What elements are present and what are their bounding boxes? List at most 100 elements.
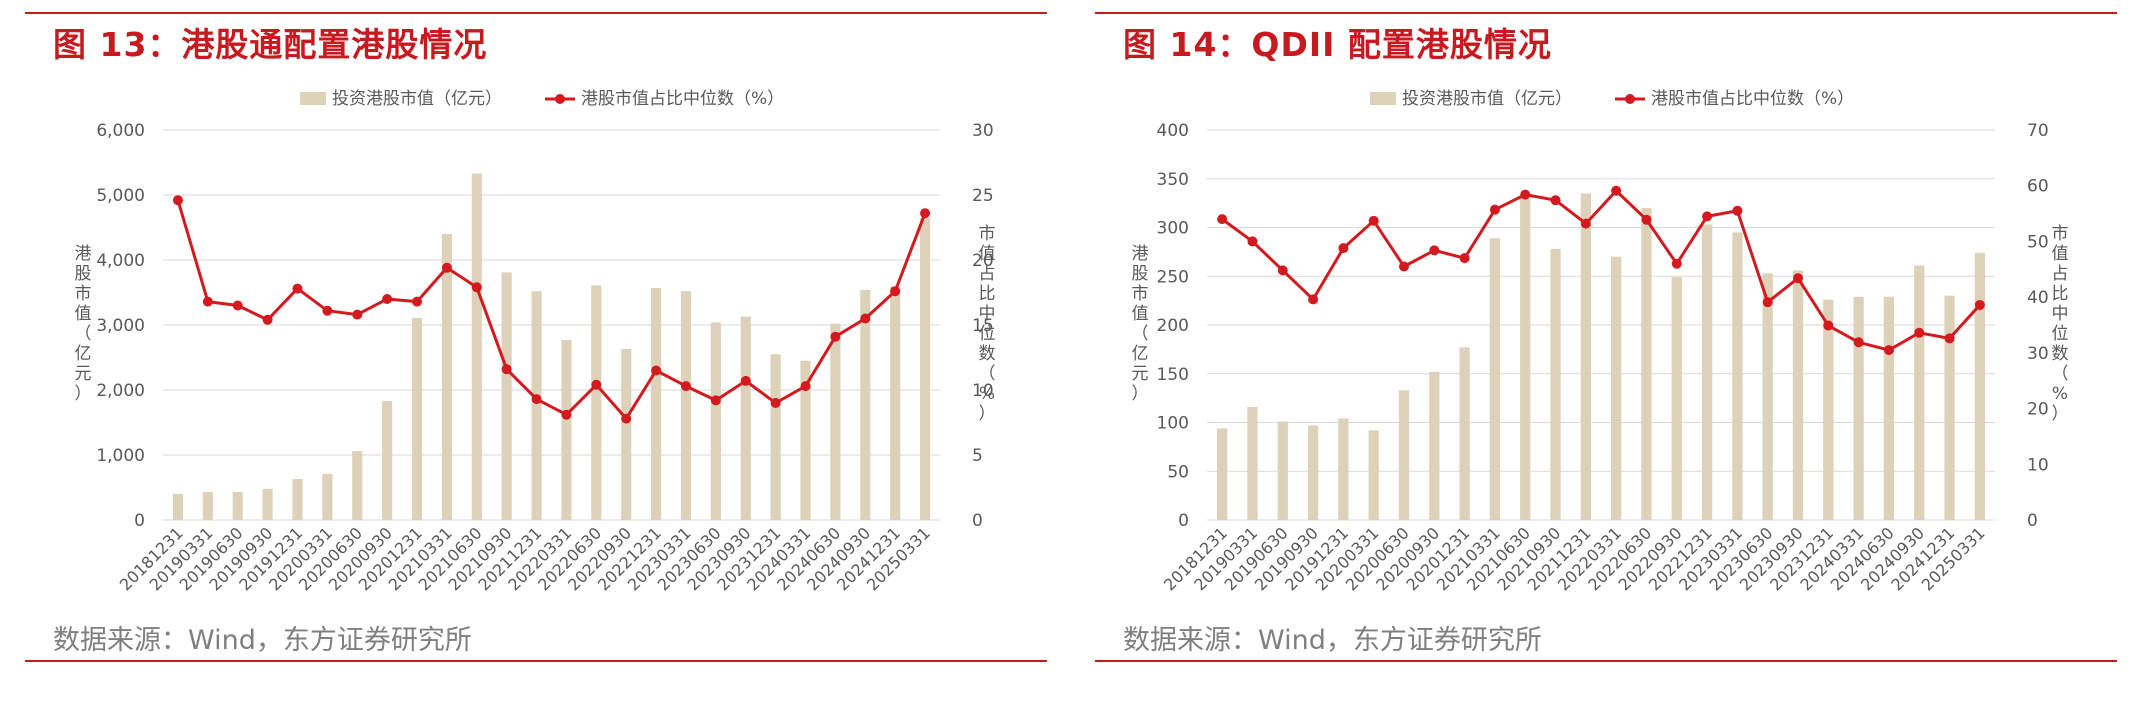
y2-tick-label: 0 — [2027, 511, 2038, 531]
legend-label-line: 港股市值占比中位数（%） — [1651, 89, 1854, 109]
bar — [1944, 295, 1955, 520]
y2-axis-title-char: ） — [979, 404, 996, 424]
line-point — [471, 282, 482, 293]
bar — [860, 289, 871, 520]
line-point — [591, 379, 602, 390]
line-point — [1702, 211, 1713, 222]
y-axis-title-char: 港 — [1132, 244, 1149, 264]
y2-axis-title-char: 位 — [2052, 324, 2069, 344]
line-point — [621, 413, 632, 424]
line-point — [561, 409, 572, 420]
line-point — [322, 305, 333, 316]
y2-tick-label: 70 — [2027, 121, 2049, 141]
bar — [1883, 296, 1895, 520]
y2-tick-label: 40 — [2027, 288, 2049, 308]
bar — [411, 317, 423, 520]
bar — [770, 354, 781, 520]
line-point — [1550, 195, 1561, 206]
bar — [232, 492, 243, 520]
bar — [471, 173, 482, 521]
line-point — [710, 395, 721, 406]
y2-axis-title-char: 比 — [2052, 284, 2069, 304]
bar — [1641, 208, 1652, 520]
y-tick-label: 3,000 — [96, 316, 145, 336]
y2-tick-label: 60 — [2027, 177, 2049, 197]
y-axis-title-char: 市 — [1132, 284, 1149, 304]
bar — [621, 349, 632, 520]
y-tick-label: 6,000 — [96, 121, 145, 141]
line-point — [1793, 273, 1803, 284]
chart-title: 图 13：港股通配置港股情况 — [53, 25, 488, 64]
y2-axis-title-char: （ — [2052, 364, 2069, 384]
bar — [591, 285, 602, 520]
line-point — [1671, 258, 1682, 269]
bottom-rule — [25, 660, 1047, 662]
line-point — [1277, 265, 1288, 276]
line-point — [352, 309, 363, 320]
y-axis-title-char: 股 — [1132, 264, 1149, 284]
bar — [202, 492, 213, 520]
bar — [919, 217, 931, 520]
y-axis-title-char: ） — [75, 384, 92, 404]
chart-panel-13: 图 13：港股通配置港股情况 6,000 5,000 4,000 3,000 2,000… — [25, 0, 1047, 713]
y2-axis-title-char: 数 — [979, 344, 996, 364]
bar — [501, 272, 512, 520]
line-point — [1883, 345, 1894, 356]
y2-axis-title-char: ） — [2052, 404, 2069, 424]
bar — [1823, 299, 1834, 520]
bar — [680, 291, 692, 520]
bar — [1792, 270, 1804, 520]
y-axis-title-char: 元 — [1132, 364, 1149, 384]
y-axis-title-char: ） — [1132, 384, 1149, 404]
bar — [561, 339, 572, 520]
legend-swatch-point — [555, 94, 565, 104]
y2-axis-title-char: 位 — [979, 324, 996, 344]
bar — [441, 234, 452, 520]
line-point — [1489, 204, 1500, 215]
y2-axis-title-char: 市 — [979, 224, 996, 244]
bar — [1520, 198, 1531, 520]
y-tick-label: 100 — [1157, 414, 1189, 434]
line-point — [1338, 243, 1349, 254]
y2-tick-label: 20 — [972, 251, 994, 271]
line-point — [1732, 205, 1743, 216]
line-point — [292, 283, 303, 294]
y2-tick-label: 20 — [2027, 400, 2049, 420]
y-axis-title-char: 值 — [75, 304, 92, 324]
bar — [1580, 193, 1591, 520]
bar — [800, 360, 811, 520]
line-point — [800, 381, 811, 392]
y-axis-title-char: 股 — [75, 264, 92, 284]
y2-tick-label: 10 — [2027, 455, 2049, 475]
line-point — [1762, 297, 1773, 308]
legend-swatch-bar — [1370, 92, 1396, 105]
bar — [1701, 224, 1713, 520]
bar — [710, 322, 721, 520]
y-axis-title-char: （ — [75, 324, 92, 344]
line-point — [1399, 261, 1409, 272]
line-point — [382, 294, 393, 304]
bar — [1217, 428, 1228, 520]
line-point — [1217, 214, 1228, 225]
y-tick-label: 0 — [1178, 511, 1189, 531]
bar — [1368, 430, 1379, 520]
y-tick-label: 200 — [1157, 316, 1189, 336]
line-point — [770, 398, 781, 408]
legend-swatch-bar — [300, 92, 326, 105]
bar — [1671, 277, 1682, 520]
y-tick-label: 5,000 — [96, 186, 145, 206]
y2-axis-title-char: 中 — [979, 304, 996, 324]
bar — [382, 401, 393, 520]
y-tick-label: 250 — [1157, 267, 1189, 287]
y-axis-title-char: 值 — [1132, 304, 1149, 324]
bar — [1762, 273, 1773, 520]
y2-axis-title-char: 值 — [2052, 244, 2069, 264]
y2-tick-label: 30 — [972, 121, 994, 141]
y2-axis-title-char: 占 — [2052, 264, 2069, 284]
line-point — [1580, 218, 1591, 229]
y2-axis-title-char: 比 — [979, 284, 996, 304]
line-point — [1974, 299, 1985, 310]
line-point — [1308, 294, 1319, 305]
y2-tick-label: 5 — [972, 446, 983, 466]
y2-axis-title-char: 中 — [2052, 304, 2069, 324]
